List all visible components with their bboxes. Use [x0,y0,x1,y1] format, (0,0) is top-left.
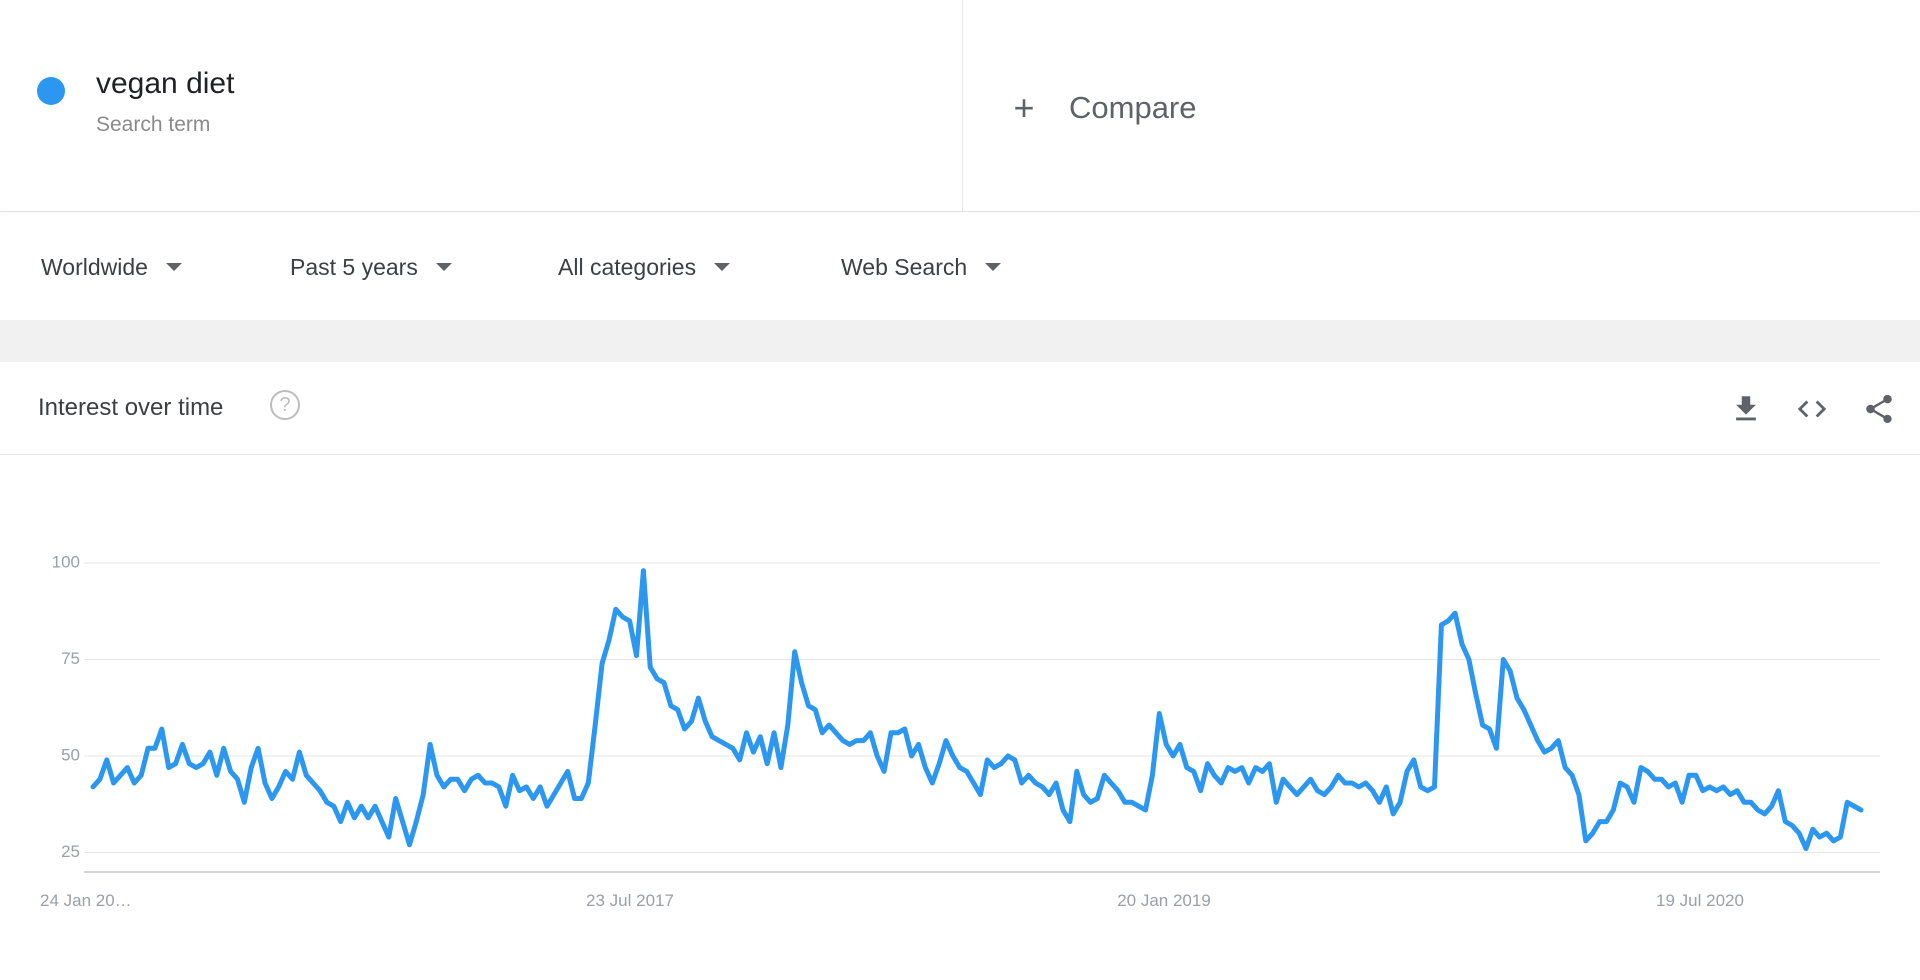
compare-button[interactable]: + Compare [1009,86,1197,130]
plus-icon: + [1013,87,1035,128]
region-filter-label: Worldwide [41,253,148,280]
search-term-card: vegan diet Search term + Compare [0,0,1920,212]
search-term-name: vegan diet [96,67,235,100]
help-icon[interactable]: ? [270,390,300,420]
time-range-filter[interactable]: Past 5 years [290,250,452,284]
compare-label: Compare [1069,90,1197,125]
filter-bar: Worldwide Past 5 years All categories We… [0,212,1920,320]
section-divider [0,320,1920,362]
search-type-filter[interactable]: Web Search [841,250,1002,284]
x-tick-label: 20 Jan 2019 [1117,891,1211,910]
dropdown-caret-icon [714,263,731,271]
y-tick-label: 75 [61,649,80,668]
search-term-type: Search term [96,113,211,136]
download-icon[interactable] [1729,392,1763,426]
card-title: Interest over time [38,394,224,421]
interest-chart: 25 50 75 100 24 Jan 20… 23 Jul 2017 20 Jan … [40,552,1880,910]
y-tick-label: 25 [61,842,80,861]
region-filter[interactable]: Worldwide [41,250,182,284]
series-color-dot [37,77,65,105]
category-filter-label: All categories [558,253,697,280]
interest-over-time-card: Interest over time ? 25 50 75 100 24 Jan 20… [0,362,1920,980]
share-icon[interactable] [1862,392,1896,426]
x-tick-label: 19 Jul 2020 [1656,891,1744,910]
y-tick-label: 50 [61,745,80,764]
dropdown-caret-icon [985,263,1002,271]
x-tick-label: 24 Jan 20… [40,891,132,910]
dropdown-caret-icon [165,263,182,271]
category-filter[interactable]: All categories [558,250,731,284]
search-type-filter-label: Web Search [841,253,968,280]
series-line[interactable] [90,568,1864,852]
y-tick-label: 100 [52,552,80,571]
card-header: Interest over time ? [0,362,1920,455]
dropdown-caret-icon [435,263,452,271]
time-range-filter-label: Past 5 years [290,253,418,280]
search-term-panel[interactable]: vegan diet Search term [0,0,963,211]
embed-code-icon[interactable] [1795,392,1829,426]
x-tick-label: 23 Jul 2017 [586,891,674,910]
